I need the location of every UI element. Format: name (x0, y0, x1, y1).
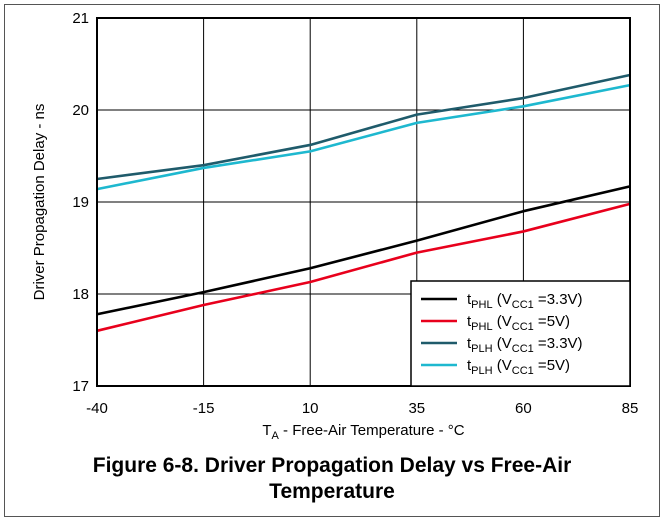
series-line-2 (96, 202, 631, 333)
y-tick-label: 19 (72, 194, 89, 211)
x-axis-label: TA - Free-Air Temperature - °C (262, 422, 464, 442)
series-line-4 (96, 83, 631, 191)
y-axis-label: Driver Propagation Delay - ns (31, 104, 48, 301)
x-axis-label-main: T (262, 422, 271, 439)
legend-label: tPLH (VCC1 =5V) (467, 357, 570, 377)
figure-frame (4, 4, 660, 517)
x-axis-label-rest: - Free-Air Temperature - °C (279, 422, 465, 439)
x-tick-label: 85 (622, 400, 639, 417)
series-line-3 (96, 73, 631, 181)
figure-caption: Figure 6-8. Driver Propagation Delay vs … (4, 453, 660, 505)
series-lines (96, 73, 631, 333)
figure-caption-line-2: Temperature (269, 480, 395, 503)
series-line-1 (96, 185, 631, 316)
legend-label: tPLH (VCC1 =3.3V) (467, 335, 583, 355)
legend-label: tPHL (VCC1 =5V) (467, 313, 570, 333)
x-tick-label: 10 (302, 400, 319, 417)
x-tick-label: 35 (408, 400, 425, 417)
y-tick-label: 20 (72, 102, 89, 119)
x-tick-labels: -40 -15 10 35 60 85 (86, 400, 638, 417)
x-tick-label: 60 (515, 400, 532, 417)
x-tick-label: -15 (193, 400, 215, 417)
y-tick-labels: 17 18 19 20 21 (72, 10, 89, 395)
y-tick-label: 18 (72, 286, 89, 303)
y-tick-label: 21 (72, 10, 89, 27)
x-axis-label-sub: A (272, 430, 280, 442)
legend: tPHL (VCC1 =3.3V)tPHL (VCC1 =5V)tPLH (VC… (410, 280, 631, 387)
x-tick-label: -40 (86, 400, 108, 417)
y-tick-label: 17 (72, 378, 89, 395)
legend-label: tPHL (VCC1 =3.3V) (467, 291, 583, 311)
figure-caption-line-1: Figure 6-8. Driver Propagation Delay vs … (92, 454, 572, 477)
plot-area-border (96, 17, 631, 387)
